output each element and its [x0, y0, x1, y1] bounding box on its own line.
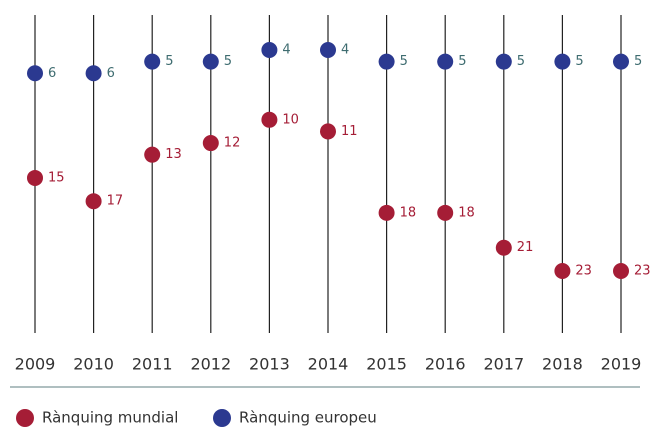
data-label: 5	[517, 54, 525, 69]
dot	[261, 111, 278, 128]
dot	[613, 263, 629, 279]
x-tick-label: 2012	[190, 355, 231, 374]
dot	[85, 193, 102, 210]
x-tick-label: 2010	[73, 355, 114, 374]
data-label: 11	[341, 124, 358, 139]
dot	[554, 263, 571, 279]
data-label: 18	[458, 205, 475, 220]
legend-swatch	[16, 409, 34, 427]
dot	[437, 53, 454, 70]
x-tick-label: 2013	[249, 355, 290, 374]
data-label: 21	[517, 240, 534, 255]
dot	[495, 53, 512, 70]
data-label: 12	[224, 136, 241, 151]
dot	[554, 53, 571, 70]
x-tick-label: 2016	[425, 355, 466, 374]
dot	[144, 146, 161, 163]
dot	[202, 135, 219, 152]
x-tick-label: 2015	[366, 355, 407, 374]
data-label: 15	[48, 170, 65, 185]
legend-label: Rànquing europeu	[239, 409, 377, 427]
data-label: 10	[282, 112, 299, 127]
dot	[320, 123, 336, 140]
data-label: 5	[224, 54, 232, 69]
data-label: 5	[458, 54, 466, 69]
x-tick-label: 2017	[483, 355, 524, 374]
dot	[495, 239, 512, 256]
dot	[27, 65, 43, 82]
legend-swatch	[213, 409, 231, 427]
x-tick-label: 2018	[542, 355, 583, 374]
data-label: 23	[575, 264, 592, 279]
dot	[261, 42, 278, 58]
data-label: 18	[400, 205, 417, 220]
dot	[613, 53, 629, 70]
x-tick-label: 2019	[601, 355, 642, 374]
data-label: 6	[107, 66, 115, 81]
dot	[27, 169, 43, 186]
dot	[437, 204, 454, 221]
data-label: 5	[400, 54, 408, 69]
data-label: 17	[107, 194, 124, 209]
data-label: 5	[634, 54, 642, 69]
data-label: 23	[634, 264, 651, 279]
dot	[378, 53, 395, 70]
dot	[320, 42, 336, 58]
data-label: 6	[48, 66, 56, 81]
data-label: 5	[575, 54, 583, 69]
data-label: 4	[341, 43, 349, 58]
x-tick-label: 2009	[15, 355, 56, 374]
dot	[85, 65, 102, 82]
data-label: 4	[282, 43, 290, 58]
x-tick-label: 2014	[308, 355, 349, 374]
dot	[378, 204, 395, 221]
x-tick-label: 2011	[132, 355, 173, 374]
data-label: 5	[165, 54, 173, 69]
dot	[144, 53, 161, 70]
dot	[202, 53, 219, 70]
data-label: 13	[165, 147, 182, 162]
legend-label: Rànquing mundial	[42, 409, 178, 427]
